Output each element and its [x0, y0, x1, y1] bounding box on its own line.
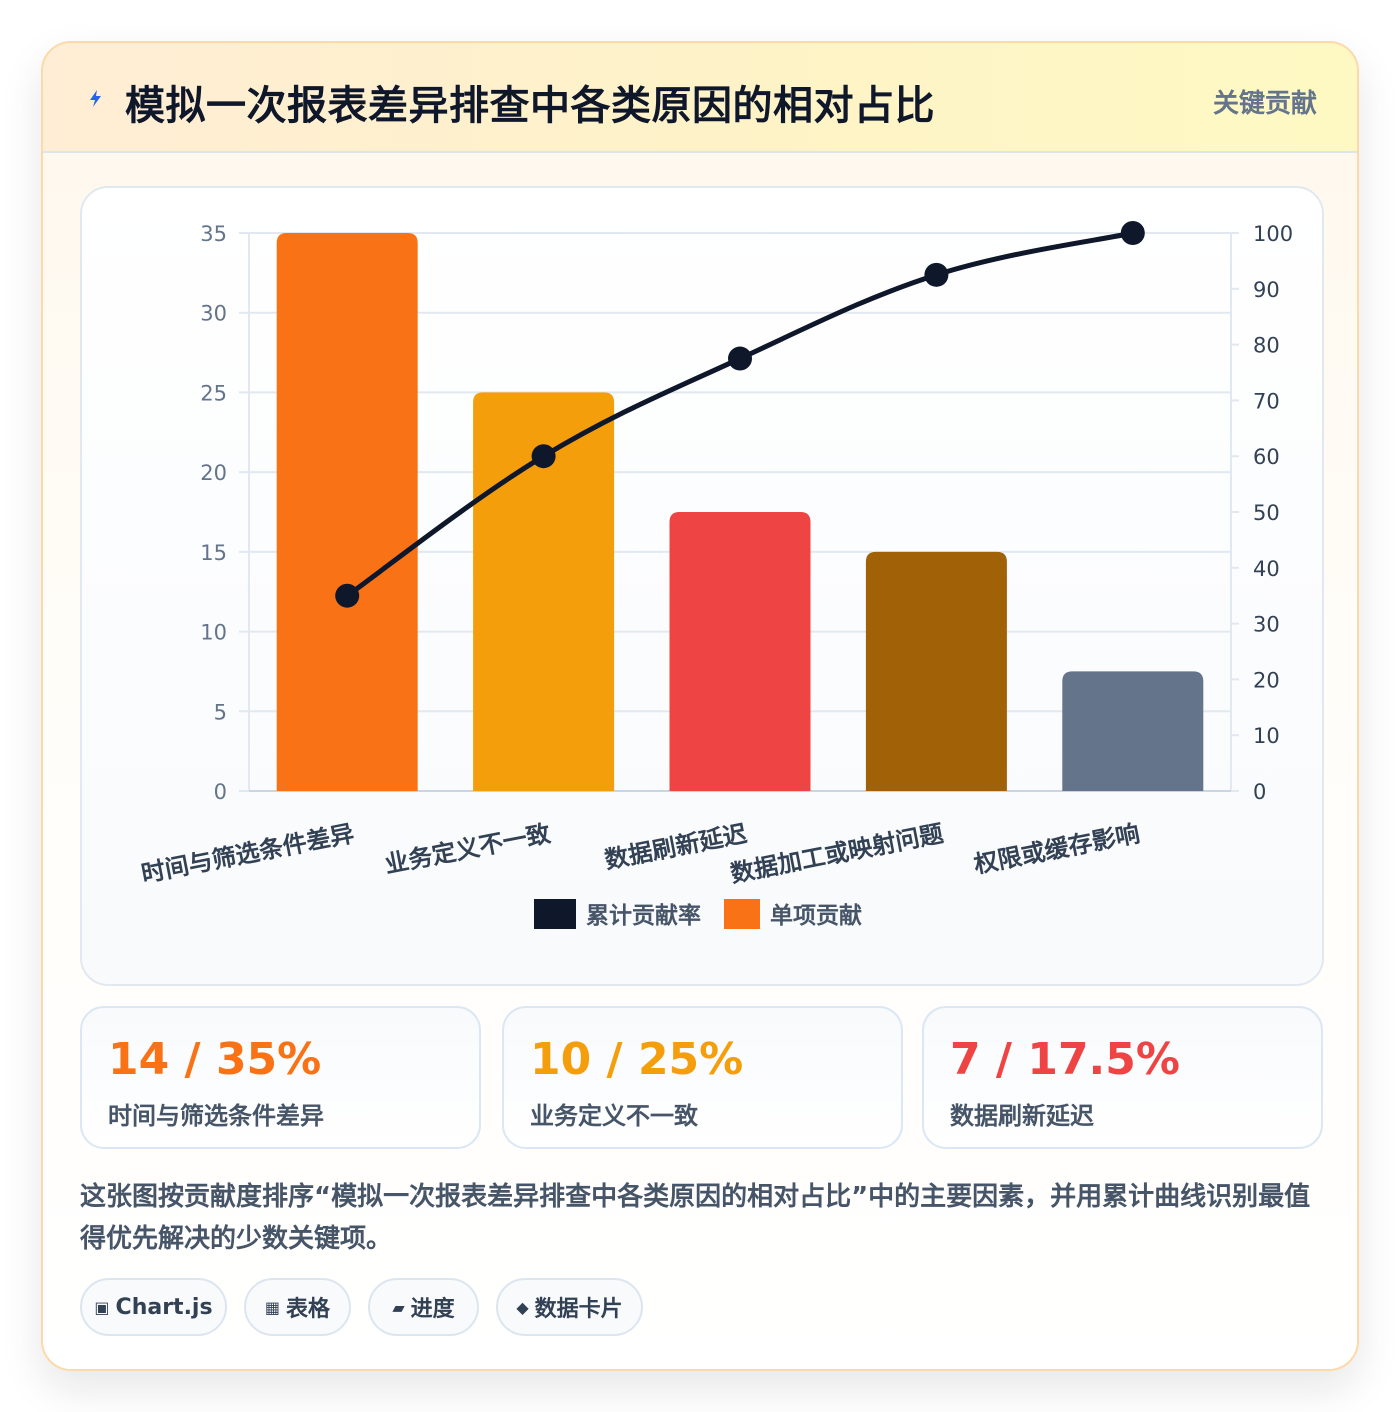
x-category-label: 数据刷新延迟	[602, 819, 749, 874]
stat-label-2: 业务定义不一致	[530, 1102, 698, 1130]
header-badge: 关键贡献	[1212, 89, 1317, 119]
diamond-icon: ◆	[516, 1297, 529, 1317]
cumulative-point	[1120, 221, 1145, 245]
y-left-tick-label: 25	[200, 381, 227, 405]
table-grid-icon: ▦	[264, 1297, 281, 1317]
cumulative-point	[924, 262, 949, 287]
y-right-tick-label: 90	[1253, 278, 1280, 302]
chip-label: Chart.js	[115, 1294, 213, 1320]
stat-card-3: 7 / 17.5% 数据刷新延迟	[922, 1006, 1323, 1149]
y-right-tick-label: 40	[1253, 557, 1280, 581]
bar	[276, 233, 418, 791]
lightning-icon	[85, 87, 107, 109]
chip-data-card[interactable]: ◆ 数据卡片	[496, 1278, 643, 1336]
pareto-chart: 0 5 10 15 20 25 30 35 0 10 20 30 40 50 60 70 80 90 100 时间与筛…	[139, 221, 1293, 929]
stat-label-3: 数据刷新延迟	[950, 1102, 1094, 1130]
cumulative-point	[531, 444, 556, 469]
x-category-label: 权限或缓存影响	[971, 819, 1142, 879]
y-right-tick-label: 100	[1253, 222, 1293, 246]
page-title: 模拟一次报表差异排查中各类原因的相对占比	[125, 83, 935, 129]
card-header: 模拟一次报表差异排查中各类原因的相对占比 关键贡献	[43, 43, 1357, 153]
y-right-tick-label: 10	[1253, 724, 1280, 748]
y-right-tick-label: 80	[1253, 334, 1280, 358]
legend-swatch	[534, 899, 576, 929]
cumulative-point	[335, 583, 360, 608]
stat-card-2: 10 / 25% 业务定义不一致	[502, 1006, 903, 1149]
y-right-tick-label: 60	[1253, 445, 1280, 469]
cumulative-point	[728, 346, 752, 371]
chart-square-icon: ▣	[94, 1297, 110, 1317]
y-right-tick-label: 70	[1253, 389, 1280, 413]
y-left-tick-label: 35	[200, 222, 227, 246]
stat-value-2: 10 / 25%	[530, 1034, 744, 1085]
stat-label-1: 时间与筛选条件差异	[108, 1102, 324, 1130]
x-category-label: 数据加工或映射问题	[728, 819, 945, 888]
chip-label: 表格	[286, 1297, 331, 1322]
y-left-tick-label: 20	[200, 461, 227, 485]
y-left-tick-label: 0	[214, 780, 227, 804]
bar	[473, 392, 615, 791]
x-category-label: 业务定义不一致	[382, 819, 553, 879]
bar	[1062, 671, 1204, 791]
chip-table[interactable]: ▦ 表格	[244, 1278, 351, 1336]
y-left-tick-label: 30	[200, 302, 227, 326]
chip-progress[interactable]: ▰ 进度	[368, 1278, 479, 1336]
legend-label: 单项贡献	[770, 903, 862, 929]
x-category-label: 时间与筛选条件差异	[139, 819, 356, 888]
y-right-tick-label: 0	[1253, 780, 1266, 804]
progress-bar-icon: ▰	[392, 1297, 405, 1317]
chart-card: 模拟一次报表差异排查中各类原因的相对占比 关键贡献 0 5 10 15 20 25 30 35…	[41, 41, 1359, 1371]
y-left-tick-label: 5	[214, 700, 227, 724]
y-right-tick-label: 50	[1253, 501, 1280, 525]
y-right-tick-label: 30	[1253, 613, 1280, 637]
chip-label: 数据卡片	[534, 1297, 623, 1322]
stat-value-3: 7 / 17.5%	[950, 1034, 1180, 1085]
chip-label: 进度	[410, 1297, 455, 1322]
y-right-tick-label: 20	[1253, 668, 1280, 692]
chip-chartjs[interactable]: ▣ Chart.js	[80, 1278, 227, 1336]
y-left-tick-label: 15	[200, 541, 227, 565]
bar	[865, 551, 1007, 791]
y-left-tick-label: 10	[200, 621, 227, 645]
stat-value-1: 14 / 35%	[108, 1034, 322, 1085]
chart-description: 这张图按贡献度排序“模拟一次报表差异排查中各类原因的相对占比”中的主要因素，并用…	[80, 1182, 1311, 1254]
bar	[669, 512, 811, 791]
legend-label: 累计贡献率	[586, 902, 701, 929]
stat-card-1: 14 / 35% 时间与筛选条件差异	[80, 1006, 481, 1149]
chart-panel: 0 5 10 15 20 25 30 35 0 10 20 30 40 50 60 70 80 90 100 时间与筛…	[80, 186, 1324, 986]
legend-swatch	[724, 899, 760, 929]
